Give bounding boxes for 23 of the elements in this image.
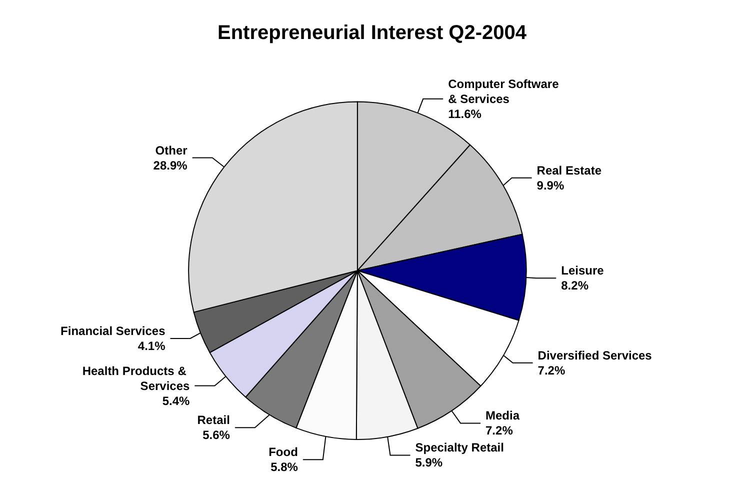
data-label: 9.9% [536,178,564,192]
data-label: 7.2% [486,424,514,438]
slice-label: Financial Services [60,324,166,338]
chart-title: Entrepreneurial Interest Q2-2004 [217,22,528,44]
data-label: 7.2% [538,363,566,378]
data-label: 5.4% [162,394,190,408]
data-label: 4.1% [138,338,166,353]
slice-label: Leisure [561,264,604,278]
data-label: 11.6% [448,106,482,121]
data-label: 8.2% [561,278,589,293]
slice-label: Real Estate [536,163,602,178]
data-label: 5.9% [415,456,443,470]
slice-label: Food [268,445,298,460]
slice-label: Media [486,408,520,423]
data-label: 28.9% [153,158,188,172]
slice-label: Specialty Retail [415,440,504,455]
slice-label: Retail [197,413,230,428]
slice-label: Diversified Services [538,348,652,362]
slice-label: Computer Software & Services [448,76,562,106]
slice-label: Other [155,143,188,158]
slice-label: Health Products & Services [82,364,190,393]
data-label: 5.6% [202,428,230,442]
data-label: 5.8% [270,460,298,474]
